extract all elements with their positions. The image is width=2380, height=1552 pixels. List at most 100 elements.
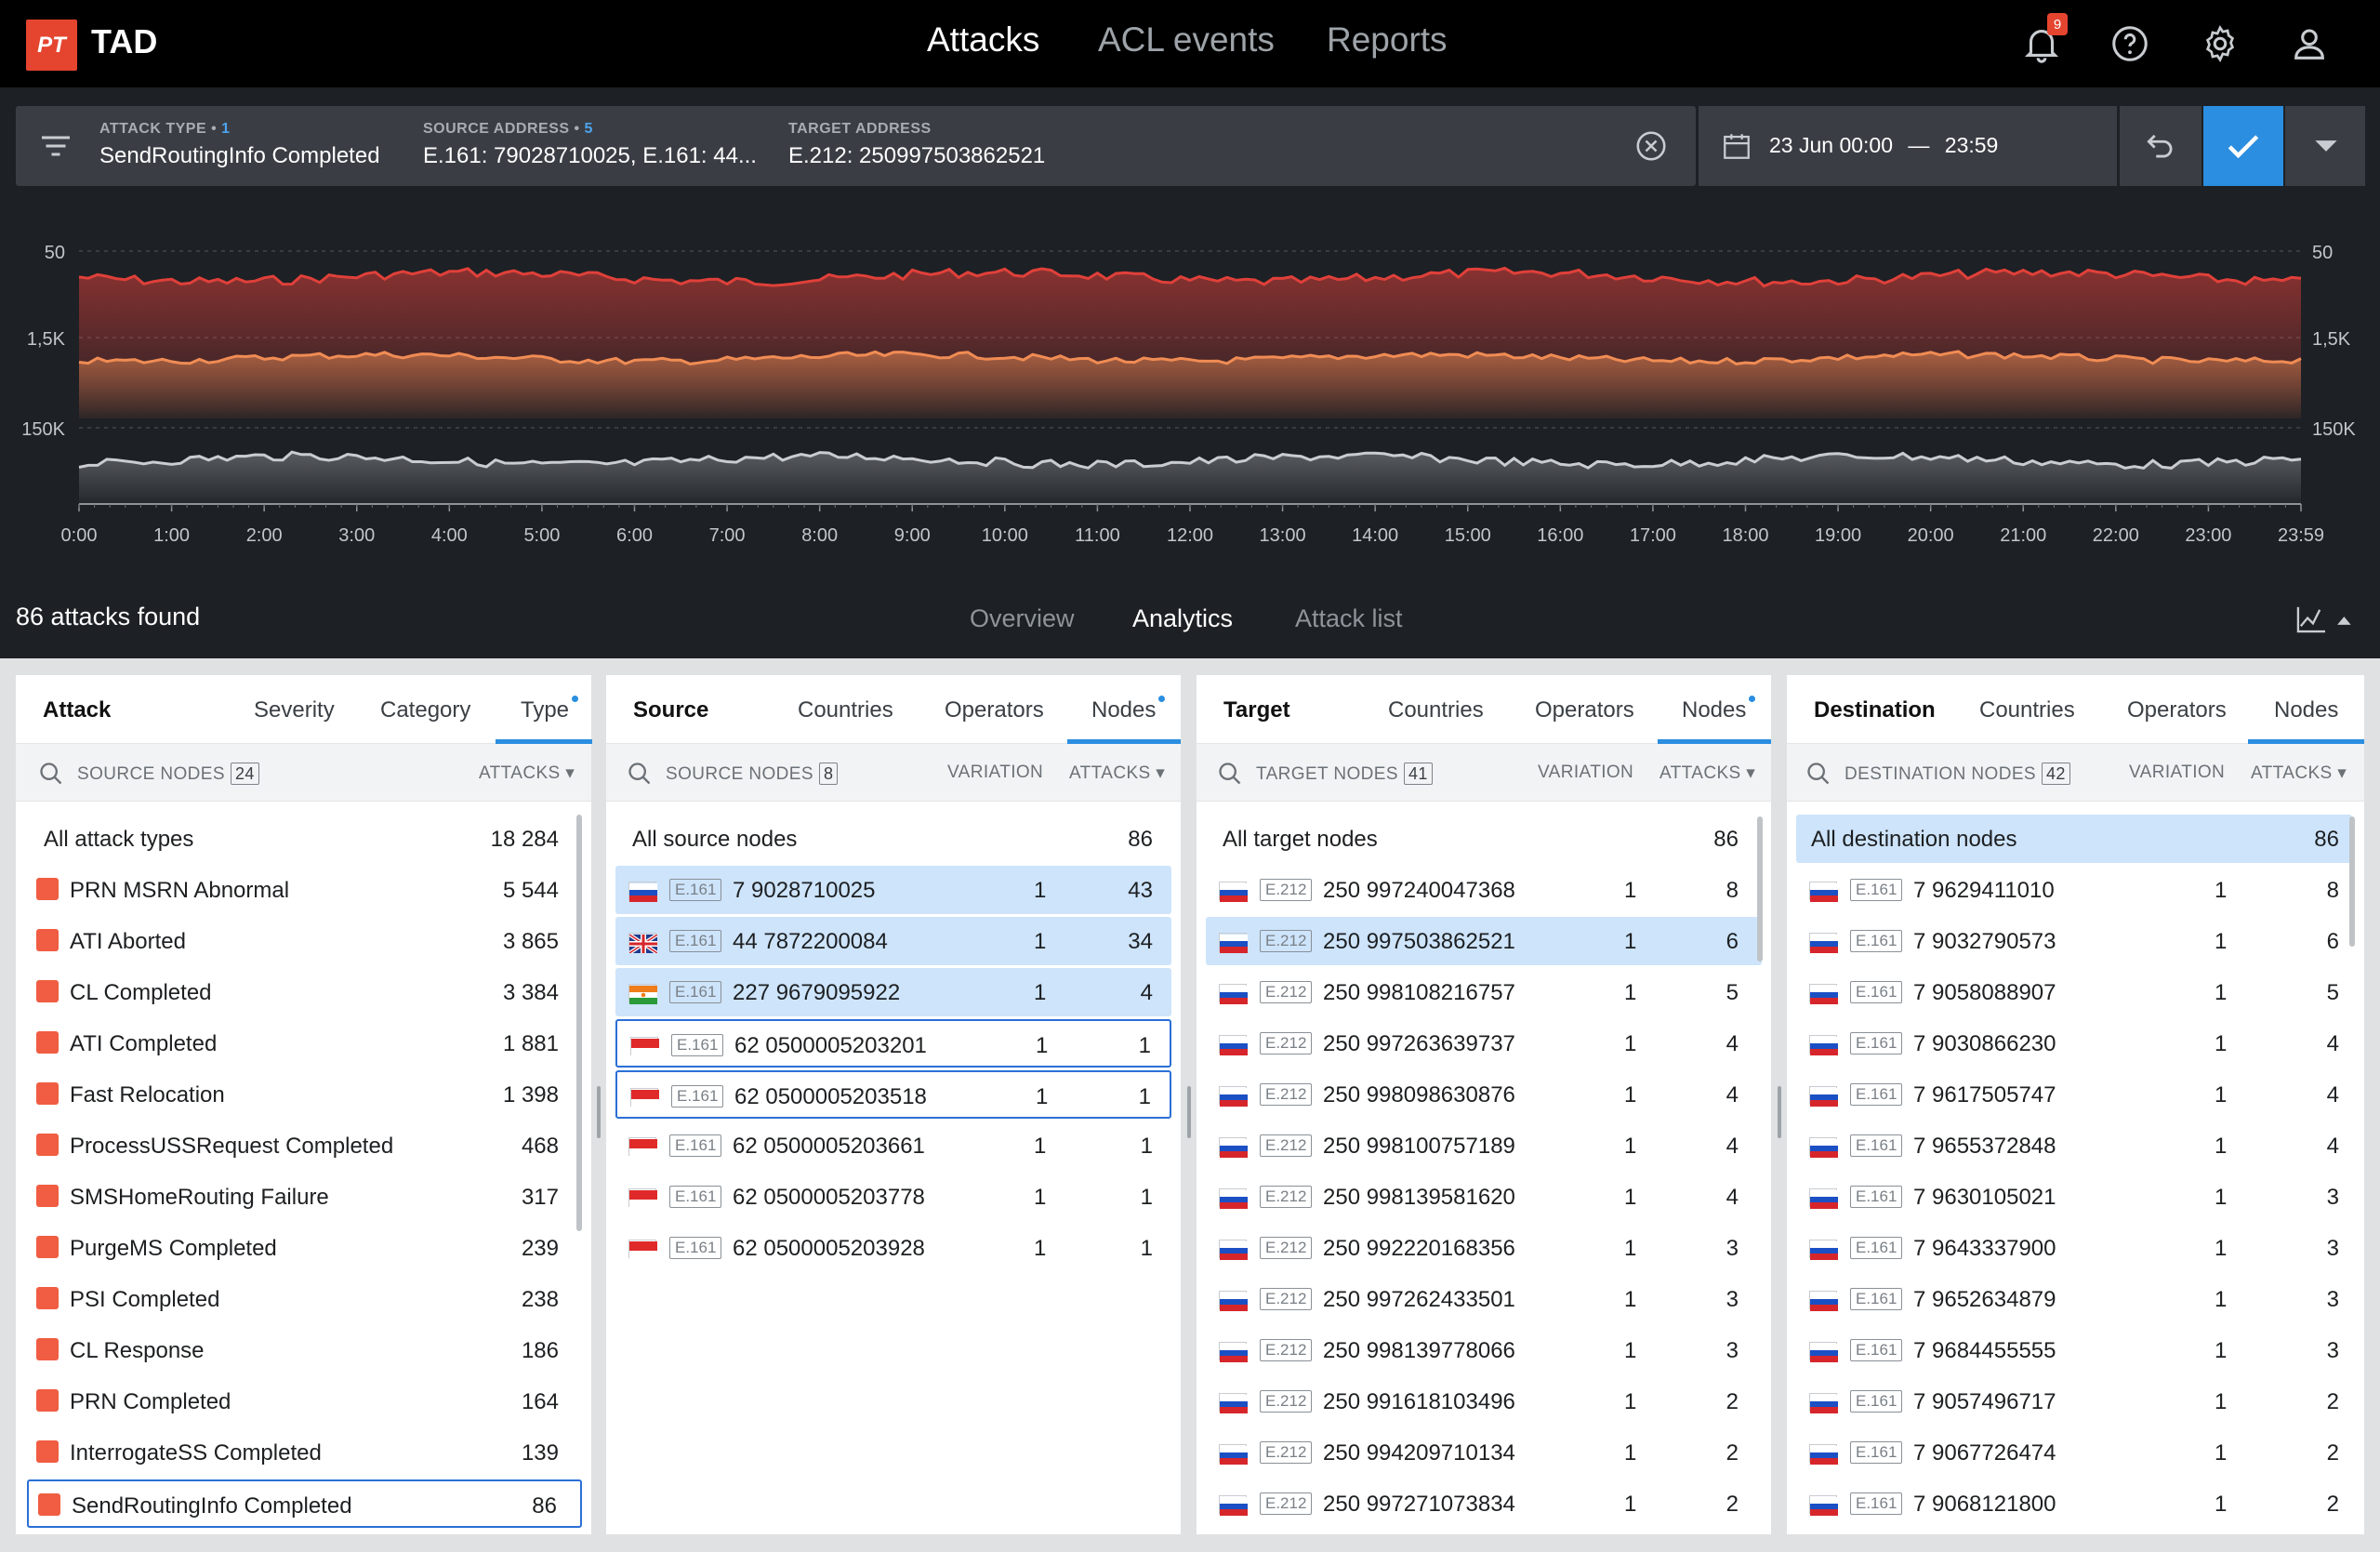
resize-handle[interactable] xyxy=(1187,1086,1191,1138)
filter-attack-type[interactable]: ATTACK TYPE • 1 SendRoutingInfo Complete… xyxy=(99,121,380,168)
list-item[interactable]: E.161 7 9058088907 1 5 xyxy=(1796,968,2352,1016)
list-item[interactable]: E.161 7 9032790573 1 6 xyxy=(1796,917,2352,965)
list-item[interactable]: E.212 250 998108216757 1 5 xyxy=(1206,968,1762,1016)
attacks-sort-header[interactable]: ATTACKS ▾ xyxy=(1069,763,1166,783)
list-item[interactable]: E.161 7 9652634879 1 3 xyxy=(1796,1275,2352,1323)
list-item[interactable]: E.212 250 997263639737 1 4 xyxy=(1206,1019,1762,1068)
tab-countries[interactable]: Countries xyxy=(1388,697,1484,723)
search-icon[interactable] xyxy=(627,761,653,787)
resize-handle[interactable] xyxy=(1778,1086,1781,1138)
filter-bar[interactable] xyxy=(16,106,1696,186)
filter-dropdown-button[interactable] xyxy=(2285,106,2365,186)
attacks-sort-header[interactable]: ATTACKS ▾ xyxy=(479,763,575,783)
list-item-all[interactable]: All source nodes 86 xyxy=(615,815,1171,863)
list-item[interactable]: E.161 7 9617505747 1 4 xyxy=(1796,1070,2352,1119)
scrollbar[interactable] xyxy=(2349,816,2355,947)
list-item[interactable]: E.212 250 998139581620 1 4 xyxy=(1206,1173,1762,1221)
list-item-all[interactable]: All attack types 18 284 xyxy=(27,815,582,863)
tab-type[interactable]: Type xyxy=(521,696,579,723)
nav-tab-attacks[interactable]: Attacks xyxy=(927,20,1040,59)
tab-attack[interactable]: Attack xyxy=(43,697,112,723)
tab-countries[interactable]: Countries xyxy=(1979,697,2075,723)
attacks-sort-header[interactable]: ATTACKS ▾ xyxy=(1659,763,1756,783)
tab-nodes[interactable]: Nodes xyxy=(1682,696,1756,723)
list-item[interactable]: E.161 62 0500005203928 1 1 xyxy=(615,1224,1171,1272)
user-icon[interactable] xyxy=(2288,22,2331,65)
list-item[interactable]: E.212 250 998100757189 1 4 xyxy=(1206,1121,1762,1170)
list-item[interactable]: SMSHomeRouting Failure 317 xyxy=(27,1173,582,1221)
help-icon[interactable] xyxy=(2109,22,2151,65)
search-icon[interactable] xyxy=(1805,761,1831,787)
list-item[interactable]: E.212 250 998098630876 1 4 xyxy=(1206,1070,1762,1119)
list-item[interactable]: CL Response 186 xyxy=(27,1326,582,1374)
list-item-all[interactable]: All destination nodes 86 xyxy=(1796,815,2352,863)
bell-icon[interactable] xyxy=(2020,22,2063,65)
list-item[interactable]: InterrogateSS Completed 139 xyxy=(27,1428,582,1477)
list-item[interactable]: E.212 250 997503862521 1 6 xyxy=(1206,917,1762,965)
tab-analytics[interactable]: Analytics xyxy=(1132,604,1234,632)
search-header[interactable]: SOURCE NODES 24 xyxy=(77,763,259,785)
filter-icon[interactable] xyxy=(39,132,73,160)
list-item[interactable]: E.212 250 991618103496 1 2 xyxy=(1206,1377,1762,1426)
list-item[interactable]: E.161 227 9679095922 1 4 xyxy=(615,968,1171,1016)
list-item[interactable]: E.212 250 997262433501 1 3 xyxy=(1206,1275,1762,1323)
list-item[interactable]: E.212 250 998139778066 1 3 xyxy=(1206,1326,1762,1374)
list-item[interactable]: E.161 62 0500005203518 1 1 xyxy=(615,1070,1171,1119)
tab-operators[interactable]: Operators xyxy=(2127,697,2227,723)
list-item[interactable]: E.161 7 9655372848 1 4 xyxy=(1796,1121,2352,1170)
search-icon[interactable] xyxy=(38,761,64,787)
search-header[interactable]: DESTINATION NODES 42 xyxy=(1844,763,2070,785)
list-item[interactable]: E.161 7 9068121800 1 2 xyxy=(1796,1479,2352,1528)
tab-target[interactable]: Target xyxy=(1223,697,1290,723)
tab-category[interactable]: Category xyxy=(380,697,471,723)
date-range-picker[interactable]: 23 Jun 00:00 — 23:59 xyxy=(1699,106,2117,186)
list-item[interactable]: E.161 62 0500005203778 1 1 xyxy=(615,1173,1171,1221)
tab-nodes[interactable]: Nodes xyxy=(2274,697,2339,723)
list-item[interactable]: E.161 7 9057496717 1 2 xyxy=(1796,1377,2352,1426)
list-item[interactable]: E.161 44 7872200084 1 34 xyxy=(615,917,1171,965)
chart-toggle-icon[interactable] xyxy=(2294,604,2356,634)
list-item[interactable]: PRN MSRN Abnormal 5 544 xyxy=(27,866,582,914)
list-item[interactable]: SendRoutingInfo Completed 86 xyxy=(27,1479,582,1528)
list-item[interactable]: E.212 250 994209710134 1 2 xyxy=(1206,1428,1762,1477)
list-item[interactable]: E.161 62 0500005203661 1 1 xyxy=(615,1121,1171,1170)
list-item[interactable]: E.161 62 0500005203201 1 1 xyxy=(615,1019,1171,1068)
list-item[interactable]: PRN Completed 164 xyxy=(27,1377,582,1426)
list-item[interactable]: ProcessUSSRequest Completed 468 xyxy=(27,1121,582,1170)
app-logo[interactable]: PT xyxy=(26,20,77,71)
list-item[interactable]: E.212 250 992220168356 1 3 xyxy=(1206,1224,1762,1272)
filter-target-address[interactable]: TARGET ADDRESS E.212: 250997503862521 xyxy=(788,121,1045,169)
list-item[interactable]: E.212 250 997240047368 1 8 xyxy=(1206,866,1762,914)
list-item[interactable]: ATI Completed 1 881 xyxy=(27,1019,582,1068)
nav-tab-reports[interactable]: Reports xyxy=(1327,20,1448,59)
undo-button[interactable] xyxy=(2120,106,2202,186)
apply-filter-button[interactable] xyxy=(2203,106,2283,186)
variation-header[interactable]: VARIATION xyxy=(947,763,1044,782)
list-item[interactable]: E.161 7 9030866230 1 4 xyxy=(1796,1019,2352,1068)
list-item[interactable]: E.212 250 997271073834 1 2 xyxy=(1206,1479,1762,1528)
scrollbar[interactable] xyxy=(1757,816,1763,962)
gear-icon[interactable] xyxy=(2199,22,2241,65)
attacks-sort-header[interactable]: ATTACKS ▾ xyxy=(2251,763,2347,783)
tab-countries[interactable]: Countries xyxy=(798,697,893,723)
nav-tab-acl-events[interactable]: ACL events xyxy=(1098,20,1275,59)
list-item[interactable]: E.161 7 9684455555 1 3 xyxy=(1796,1326,2352,1374)
list-item[interactable]: E.161 7 9067726474 1 2 xyxy=(1796,1428,2352,1477)
resize-handle[interactable] xyxy=(597,1086,601,1138)
variation-header[interactable]: VARIATION xyxy=(2129,763,2226,782)
tab-overview[interactable]: Overview xyxy=(970,604,1075,632)
attacks-timeline-chart[interactable]: 50 50 1,5K 1,5K 150K 150K 0:00 1:00 2:00 3:00 4:00… xyxy=(0,214,2380,567)
tab-severity[interactable]: Severity xyxy=(254,697,335,723)
tab-attack-list[interactable]: Attack list xyxy=(1295,604,1403,632)
tab-nodes[interactable]: Nodes xyxy=(1091,696,1166,723)
tab-operators[interactable]: Operators xyxy=(1535,697,1634,723)
list-item[interactable]: E.161 7 9630105021 1 3 xyxy=(1796,1173,2352,1221)
filter-source-address[interactable]: SOURCE ADDRESS • 5 E.161: 79028710025, E… xyxy=(423,121,757,168)
list-item[interactable]: Fast Relocation 1 398 xyxy=(27,1070,582,1119)
list-item[interactable]: CL Completed 3 384 xyxy=(27,968,582,1016)
list-item[interactable]: E.161 7 9643337900 1 3 xyxy=(1796,1224,2352,1272)
scrollbar[interactable] xyxy=(576,815,582,1231)
list-item[interactable]: E.161 7 9028710025 1 43 xyxy=(615,866,1171,914)
search-header[interactable]: SOURCE NODES 8 xyxy=(666,763,839,785)
tab-source[interactable]: Source xyxy=(633,697,709,723)
